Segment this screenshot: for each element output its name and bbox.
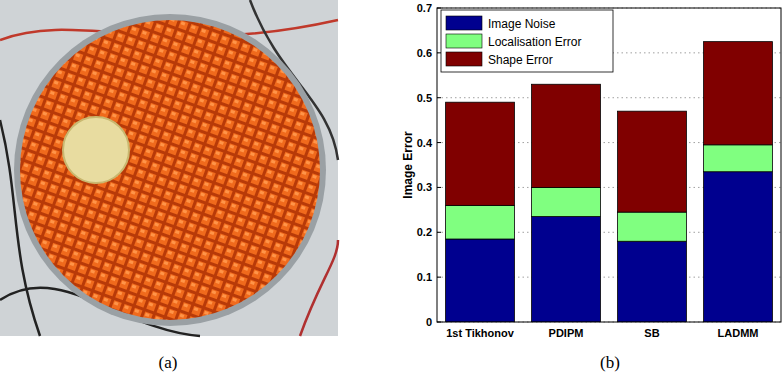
legend-label: Shape Error (488, 53, 553, 67)
inclusion (63, 117, 129, 183)
legend-swatch (446, 34, 482, 48)
tank-content (20, 20, 320, 320)
caption: (b) (600, 353, 620, 372)
tick (437, 97, 441, 98)
bar-segment (618, 241, 687, 322)
legend-label: Localisation Error (488, 35, 581, 49)
chart: 0 0.1 0.2 0.3 0.4 0.5 0.6 0.7 1st Tikhonov PDIPM S… (401, 2, 781, 339)
legend: Image Noise Localisation Error Shape Error (441, 10, 613, 72)
bar-segment (532, 84, 601, 187)
tank-rim (14, 14, 326, 326)
bar-segment (618, 212, 687, 241)
category-label: LADMM (718, 327, 759, 339)
tick-label: 0.7 (417, 2, 432, 14)
tick-label: 0.1 (417, 271, 432, 283)
tick-label: 0.6 (417, 47, 432, 59)
bar-segment (532, 187, 601, 216)
bar-segment (704, 42, 773, 145)
canvas: (a) (b) 0 0.1 0.2 0.3 0.4 0.5 0.6 0.7 1st Tikhonov… (0, 0, 783, 379)
tick-label: 0.3 (417, 181, 432, 193)
tick (437, 277, 441, 278)
y-axis-label: Image Error (401, 131, 415, 199)
bar-segment (704, 172, 773, 322)
bar-segment (446, 205, 515, 239)
caption: (a) (159, 353, 178, 372)
legend-swatch (446, 52, 482, 66)
category-label: PDIPM (549, 327, 584, 339)
legend-swatch (446, 16, 482, 30)
photo (0, 0, 338, 336)
tick-label: 0.2 (417, 226, 432, 238)
bars (446, 42, 773, 322)
wire (300, 240, 338, 336)
bar-segment (446, 102, 515, 205)
bar-segment (446, 239, 515, 322)
bar-segment (532, 217, 601, 322)
tick (437, 142, 441, 143)
legend-label: Image Noise (488, 17, 556, 31)
tick-label: 0 (426, 316, 432, 328)
tick (437, 232, 441, 233)
plot-frame (437, 8, 781, 322)
plot-area (437, 8, 781, 322)
bar-segment (618, 111, 687, 212)
tick-label: 0.5 (417, 92, 432, 104)
category-label: SB (644, 327, 659, 339)
bar-segment (704, 145, 773, 172)
tick (437, 187, 441, 188)
photo-background (0, 0, 338, 336)
tick-label: 0.4 (417, 137, 433, 149)
tick (437, 52, 441, 53)
category-label: 1st Tikhonov (446, 327, 515, 339)
legend-box (441, 10, 613, 72)
